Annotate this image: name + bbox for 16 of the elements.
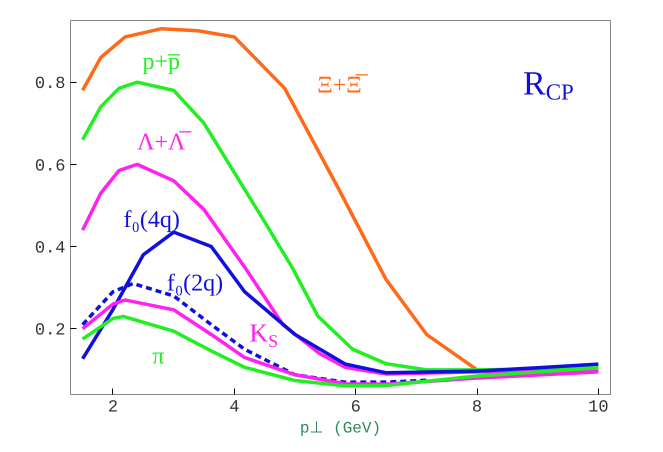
x-axis-title: p⊥ (GeV): [300, 420, 382, 438]
x-tick-label: 8: [472, 398, 482, 418]
x-tick-label: 10: [588, 398, 609, 418]
x-tick-label: 4: [229, 398, 240, 418]
y-tick-label: 0.8: [34, 75, 66, 94]
x-tick-label: 2: [108, 398, 118, 418]
series-label: p+p̅: [142, 49, 181, 76]
x-tick-label: 6: [350, 398, 361, 418]
series-label: π: [152, 343, 164, 370]
series-label: Λ+Λ̅: [137, 129, 192, 156]
y-tick-label: 0.4: [34, 240, 66, 259]
y-tick-label: 0.2: [34, 322, 66, 341]
series-label: f₀(4q): [123, 207, 180, 234]
series-label: f₀(2q): [166, 270, 224, 297]
y-tick-label: 0.6: [34, 157, 66, 176]
series-label: Ξ+Ξ̅: [317, 72, 369, 99]
